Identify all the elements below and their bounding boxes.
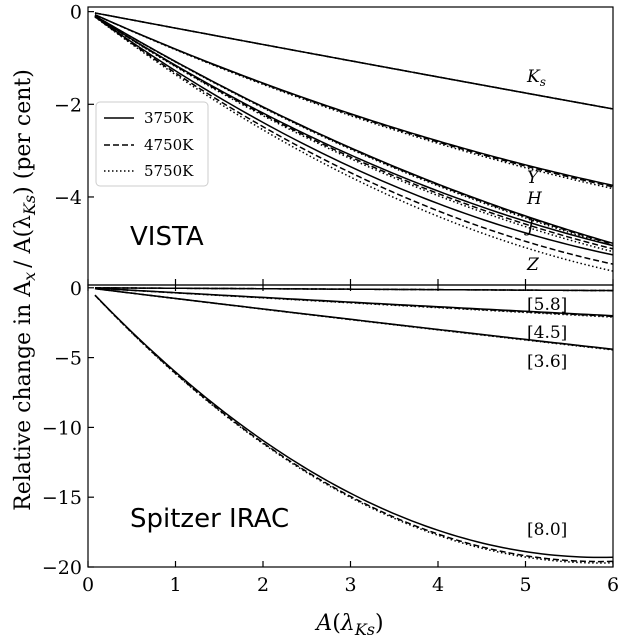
y-tick-label: −5 — [54, 348, 82, 370]
curve-Y-dashed — [94, 14, 614, 188]
curve-Z-dashed — [94, 16, 614, 265]
x-axis-title: A(λKs) — [314, 611, 383, 639]
y-tick-label: −2 — [54, 94, 82, 116]
y-tick-label: 0 — [70, 278, 82, 300]
x-tick-label: 4 — [432, 574, 444, 596]
x-tick-label: 2 — [257, 574, 269, 596]
y-tick-label: −15 — [42, 487, 82, 509]
irac-x-ticks: 0 1 2 3 4 5 6 — [82, 285, 619, 596]
irac-panel: [5.8] [4.5] [3.6] [8.0] 0 −5 −10 −15 −20 0 1 2 3 4 5… — [42, 278, 619, 596]
irac-curves — [94, 287, 614, 564]
vista-y-ticks: 0 −2 −4 — [54, 2, 94, 209]
band-label-H: H — [526, 189, 543, 209]
curve-Z-solid — [94, 16, 614, 256]
y-axis-title: Relative change in Ax/ A(λKs) (per cent) — [11, 69, 39, 511]
curve-36-dashed — [94, 287, 614, 351]
legend-box — [95, 101, 209, 187]
vista-title: VISTA — [130, 222, 204, 252]
legend: 3750K 4750K 5750K — [95, 101, 209, 187]
x-tick-label: 0 — [82, 574, 94, 596]
irac-band-labels: [5.8] [4.5] [3.6] [8.0] — [527, 295, 567, 540]
band-label-Ks: Ks — [526, 67, 546, 89]
irac-title: Spitzer IRAC — [130, 504, 289, 534]
legend-label-dotted: 5750K — [144, 162, 194, 180]
irac-y-ticks: 0 −5 −10 −15 −20 — [42, 278, 94, 579]
legend-label-solid: 3750K — [144, 109, 194, 127]
y-tick-label: 0 — [70, 2, 82, 24]
curve-Z-dotted — [94, 16, 614, 272]
curve-Ks-dashed — [94, 12, 614, 110]
curve-45-dotted — [94, 287, 614, 318]
curve-80-dotted — [94, 294, 614, 564]
x-tick-label: 5 — [519, 574, 531, 596]
band-label-J: J — [524, 217, 535, 237]
vista-curves — [94, 12, 614, 272]
band-label-80: [8.0] — [527, 520, 567, 540]
x-tick-label: 3 — [344, 574, 356, 596]
y-tick-label: −10 — [42, 417, 82, 439]
curve-58-dashed — [94, 287, 614, 292]
curve-80-solid — [94, 294, 614, 559]
curve-H-dashed — [94, 15, 614, 245]
curve-J-dotted — [94, 15, 614, 253]
vista-x-ticks — [87, 279, 614, 285]
band-label-45: [4.5] — [527, 323, 567, 343]
x-tick-label: 1 — [169, 574, 181, 596]
irac-frame — [87, 284, 614, 568]
band-label-36: [3.6] — [527, 352, 567, 372]
curve-80-dashed — [94, 294, 614, 563]
band-label-58: [5.8] — [527, 295, 567, 315]
curve-H-dotted — [94, 15, 614, 247]
x-tick-label: 6 — [607, 574, 619, 596]
band-label-Z: Z — [526, 255, 540, 275]
legend-label-dashed: 4750K — [144, 136, 194, 154]
y-tick-label: −4 — [54, 187, 82, 209]
band-label-Y: Y — [527, 168, 540, 188]
curve-36-dotted — [94, 287, 614, 351]
y-tick-label: −20 — [42, 557, 82, 579]
